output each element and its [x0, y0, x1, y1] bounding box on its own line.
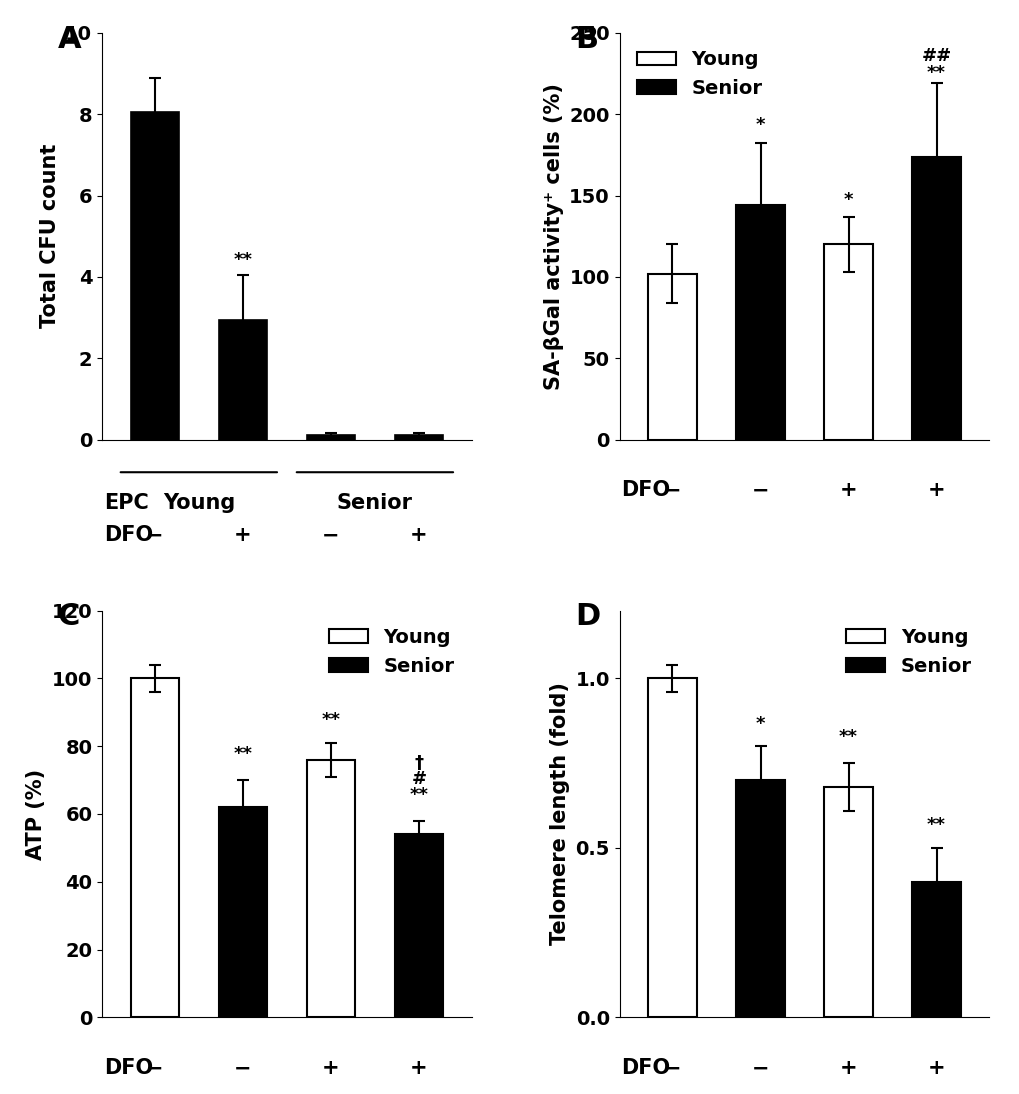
- Text: **: **: [233, 745, 252, 764]
- Bar: [823, 787, 872, 1017]
- Text: A: A: [58, 25, 82, 54]
- Bar: [911, 882, 960, 1017]
- Text: +: +: [410, 1058, 427, 1078]
- Text: †
#
**: † # **: [409, 754, 428, 804]
- Text: DFO: DFO: [104, 1058, 153, 1078]
- Text: **: **: [233, 251, 252, 269]
- Text: DFO: DFO: [104, 525, 153, 545]
- Text: DFO: DFO: [621, 1058, 669, 1078]
- Text: +: +: [839, 1058, 857, 1078]
- Bar: [736, 206, 784, 440]
- Text: Young: Young: [163, 492, 234, 513]
- Text: −: −: [322, 525, 339, 545]
- Bar: [911, 156, 960, 440]
- Text: −: −: [146, 525, 163, 545]
- Text: DFO: DFO: [621, 480, 669, 500]
- Y-axis label: Total CFU count: Total CFU count: [40, 144, 60, 328]
- Bar: [218, 807, 267, 1017]
- Text: C: C: [58, 603, 79, 631]
- Text: −: −: [234, 1058, 252, 1078]
- Text: EPC: EPC: [104, 492, 149, 513]
- Text: +: +: [927, 1058, 945, 1078]
- Legend: Young, Senior: Young, Senior: [321, 620, 462, 684]
- Bar: [218, 319, 267, 440]
- Text: **: **: [839, 729, 857, 746]
- Text: Senior: Senior: [336, 492, 413, 513]
- Text: **: **: [321, 711, 340, 730]
- Legend: Young, Senior: Young, Senior: [629, 43, 769, 106]
- Y-axis label: ATP (%): ATP (%): [26, 768, 46, 860]
- Text: +: +: [233, 525, 252, 545]
- Text: D: D: [575, 603, 600, 631]
- Bar: [823, 244, 872, 440]
- Text: +: +: [927, 480, 945, 500]
- Bar: [307, 434, 355, 440]
- Bar: [648, 678, 696, 1017]
- Text: **: **: [926, 816, 946, 835]
- Text: *: *: [755, 116, 764, 133]
- Text: *: *: [843, 190, 853, 209]
- Bar: [130, 678, 179, 1017]
- Text: −: −: [663, 480, 681, 500]
- Bar: [394, 835, 442, 1017]
- Y-axis label: Telomere length (fold): Telomere length (fold): [549, 683, 570, 945]
- Bar: [307, 759, 355, 1017]
- Text: −: −: [663, 1058, 681, 1078]
- Y-axis label: SA-βGal activity⁺ cells (%): SA-βGal activity⁺ cells (%): [543, 83, 564, 389]
- Bar: [130, 113, 179, 440]
- Text: −: −: [751, 480, 768, 500]
- Text: B: B: [575, 25, 598, 54]
- Text: +: +: [839, 480, 857, 500]
- Legend: Young, Senior: Young, Senior: [838, 620, 978, 684]
- Text: +: +: [410, 525, 427, 545]
- Bar: [736, 780, 784, 1017]
- Text: *: *: [755, 714, 764, 733]
- Text: +: +: [322, 1058, 339, 1078]
- Text: −: −: [146, 1058, 163, 1078]
- Text: ##
**: ## **: [920, 47, 951, 82]
- Text: −: −: [751, 1058, 768, 1078]
- Bar: [648, 274, 696, 440]
- Bar: [394, 434, 442, 440]
